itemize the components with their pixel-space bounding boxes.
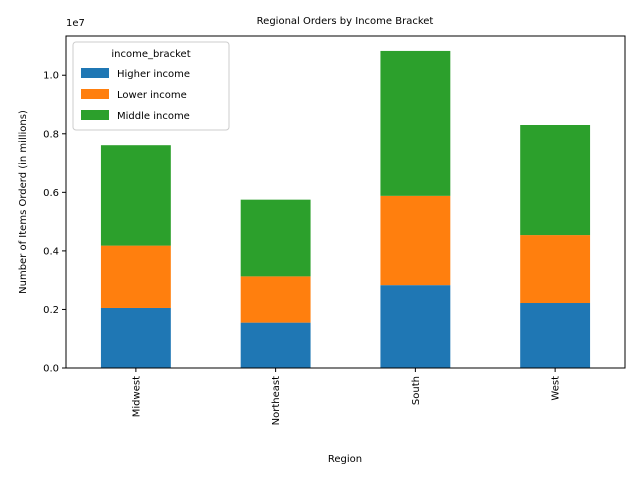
bar-south-series-0 bbox=[380, 285, 451, 368]
legend-label-2: Middle income bbox=[117, 111, 190, 122]
axes-frame bbox=[65, 35, 626, 369]
legend-label-0: Higher income bbox=[117, 69, 190, 80]
bar-south-series-1 bbox=[380, 195, 451, 286]
chart-title: Regional Orders by Income Bracket bbox=[257, 16, 434, 27]
bar-midwest-series-2 bbox=[100, 145, 171, 246]
bar-northeast-series-1 bbox=[240, 276, 311, 323]
bar-west-series-1 bbox=[520, 235, 591, 303]
legend-title: income_bracket bbox=[111, 49, 190, 60]
y-axis-offset-label: 1e7 bbox=[66, 18, 85, 29]
bar-northeast-series-2 bbox=[240, 199, 311, 277]
x-tick-label-midwest: Midwest bbox=[131, 376, 142, 417]
legend-swatch-1 bbox=[81, 89, 109, 99]
x-axis-label: Region bbox=[328, 454, 362, 465]
x-tick-label-west: West bbox=[551, 376, 562, 401]
bar-midwest-series-0 bbox=[100, 307, 171, 368]
y-tick-label: 1.0 bbox=[43, 71, 59, 82]
legend-swatch-0 bbox=[81, 68, 109, 78]
bar-northeast-series-0 bbox=[240, 322, 311, 368]
y-tick-label: 0.4 bbox=[43, 246, 59, 257]
legend-swatch-2 bbox=[81, 110, 109, 120]
bar-south-series-2 bbox=[380, 50, 451, 196]
y-tick-label: 0.6 bbox=[43, 188, 59, 199]
x-tick-label-northeast: Northeast bbox=[271, 376, 282, 425]
y-axis-label: Number of Items Orderd (in millions) bbox=[18, 110, 29, 294]
legend-label-1: Lower income bbox=[117, 90, 187, 101]
y-tick-label: 0.2 bbox=[43, 305, 59, 316]
bar-west-series-2 bbox=[520, 125, 591, 236]
legend-box bbox=[72, 41, 230, 131]
bar-west-series-0 bbox=[520, 303, 591, 368]
bar-midwest-series-1 bbox=[100, 245, 171, 308]
x-tick-label-south: South bbox=[411, 376, 422, 405]
y-tick-label: 0.0 bbox=[43, 364, 59, 375]
plot-area: 0.0 0.2 0.4 0.6 0.8 1.0 Midwest Northeast South W… bbox=[43, 35, 626, 425]
legend: income_bracket Higher income Lower income M… bbox=[72, 41, 230, 131]
y-tick-label: 0.8 bbox=[43, 129, 59, 140]
